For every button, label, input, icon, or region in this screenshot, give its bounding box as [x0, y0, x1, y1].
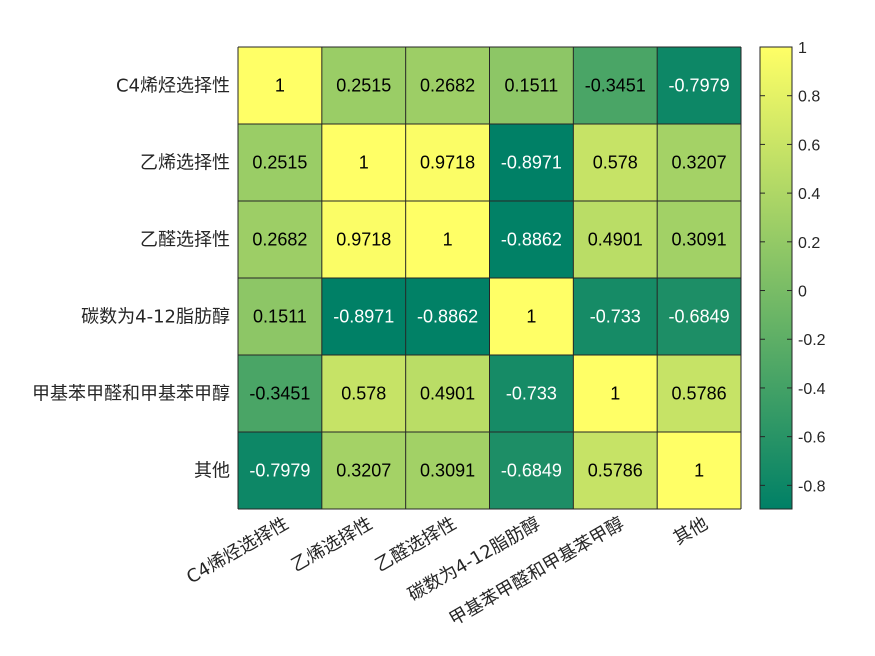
y-tick-label: 碳数为4-12脂肪醇	[81, 307, 230, 328]
heatmap-cell	[405, 355, 490, 432]
cell-value-label: 1	[526, 307, 536, 327]
cell-value-label: 0.4901	[588, 230, 643, 250]
cell-value-label: 0.9718	[336, 230, 391, 250]
colorbar-tick-label: -0.6	[798, 430, 826, 447]
colorbar: -0.8 -0.6 -0.4 -0.2 0 0.2 0.4 0.6 0.8 1	[759, 40, 826, 510]
colorbar-tick-label: -0.8	[798, 478, 826, 495]
heatmap-cell	[573, 201, 658, 278]
heatmap-cell	[321, 355, 406, 432]
cell-value-label: -0.6849	[669, 307, 730, 327]
heatmap-cell	[238, 124, 322, 201]
heatmap-cell	[321, 278, 406, 355]
cell-value-label: 0.578	[341, 384, 386, 404]
colorbar-tick-label: 0	[798, 284, 807, 301]
heatmap-cell	[321, 47, 406, 124]
y-tick-label: 乙醛选择性	[140, 230, 230, 251]
cell-value-label: 1	[694, 461, 704, 481]
cell-value-label: -0.733	[590, 307, 641, 327]
colorbar-tick-label: 0.6	[798, 137, 820, 154]
heatmap-cell	[573, 124, 658, 201]
heatmap-cell	[238, 201, 322, 278]
x-tick-label: 其他	[670, 513, 712, 549]
cell-value-label: 1	[443, 230, 453, 250]
heatmap-cell	[238, 432, 322, 509]
heatmap-cell	[657, 432, 741, 509]
heatmap-cell	[573, 432, 658, 509]
cell-value-label: 0.2682	[252, 230, 307, 250]
cell-value-label: -0.8862	[417, 307, 478, 327]
cell-value-label: 1	[275, 76, 285, 96]
colorbar-tick-label: 0.4	[798, 186, 820, 203]
heatmap-cell	[321, 432, 406, 509]
colorbar-tick-label: 0.8	[798, 89, 820, 106]
cell-value-label: 0.4901	[420, 384, 475, 404]
cell-value-label: -0.8971	[333, 307, 394, 327]
cell-value-label: -0.8971	[501, 153, 562, 173]
heatmap-cell	[489, 355, 574, 432]
y-tick-label: 乙烯选择性	[140, 153, 230, 174]
cell-value-label: -0.8862	[501, 230, 562, 250]
heatmap-cell	[321, 124, 406, 201]
colorbar-tick-label: 0.2	[798, 235, 820, 252]
heatmap-grid	[237, 46, 742, 510]
heatmap-cell	[238, 278, 322, 355]
cell-value-label: 0.5786	[672, 384, 727, 404]
heatmap-cell	[238, 355, 322, 432]
cell-value-label: 0.9718	[420, 153, 475, 173]
colorbar-tick-label: -0.2	[798, 332, 826, 349]
cell-value-label: 0.3207	[672, 153, 727, 173]
heatmap-cell	[321, 201, 406, 278]
heatmap-cell	[489, 432, 574, 509]
cell-value-label: 0.1511	[505, 76, 559, 96]
cell-value-label: 0.578	[593, 153, 638, 173]
cell-value-label: 1	[359, 153, 369, 173]
heatmap-cell	[489, 124, 574, 201]
heatmap-cell	[489, 278, 574, 355]
heatmap-cell	[657, 355, 741, 432]
x-tick-label: 乙烯选择性	[288, 513, 376, 576]
heatmap-cell	[573, 278, 658, 355]
cell-value-label: -0.3451	[249, 384, 310, 404]
heatmap-cell	[489, 47, 574, 124]
cell-value-label: 0.3091	[420, 461, 475, 481]
cell-value-label: -0.733	[506, 384, 557, 404]
cell-value-label: 0.2515	[252, 153, 307, 173]
cell-value-label: -0.7979	[669, 76, 730, 96]
heatmap-cells: 1 0.2515 0.2682 0.1511 -0.3451 -0.7979 0.2515 1…	[238, 47, 741, 509]
cell-value-label: 1	[610, 384, 620, 404]
heatmap-cell	[405, 124, 490, 201]
cell-value-label: 0.3207	[336, 461, 391, 481]
cell-value-label: -0.3451	[585, 76, 646, 96]
colorbar-gradient	[759, 46, 793, 510]
heatmap-cell	[657, 124, 741, 201]
y-tick-label: C4烯烃选择性	[116, 76, 230, 97]
y-tick-label: 甲基苯甲醛和甲基苯甲醇	[32, 384, 230, 405]
y-tick-label: 其他	[194, 461, 230, 482]
heatmap-cell	[405, 201, 490, 278]
colorbar-tick-label: 1	[798, 40, 807, 57]
heatmap-cell	[657, 201, 741, 278]
heatmap-cell	[573, 47, 658, 124]
x-tick-label: C4烯烃选择性	[183, 513, 292, 588]
heatmap-cell	[405, 432, 490, 509]
heatmap-cell	[657, 278, 741, 355]
cell-value-label: 0.2515	[336, 76, 391, 96]
heatmap-cell	[489, 201, 574, 278]
heatmap-cell	[405, 278, 490, 355]
heatmap-cell	[405, 47, 490, 124]
colorbar-tick-label: -0.4	[798, 381, 826, 398]
heatmap-cell	[657, 47, 741, 124]
cell-value-label: 0.2682	[420, 76, 475, 96]
cell-value-label: -0.7979	[249, 461, 310, 481]
cell-value-label: 0.1511	[253, 307, 307, 327]
cell-value-label: -0.6849	[501, 461, 562, 481]
cell-value-label: 0.5786	[588, 461, 643, 481]
heatmap-cell	[573, 355, 658, 432]
cell-value-label: 0.3091	[672, 230, 727, 250]
heatmap-cell	[238, 47, 322, 124]
